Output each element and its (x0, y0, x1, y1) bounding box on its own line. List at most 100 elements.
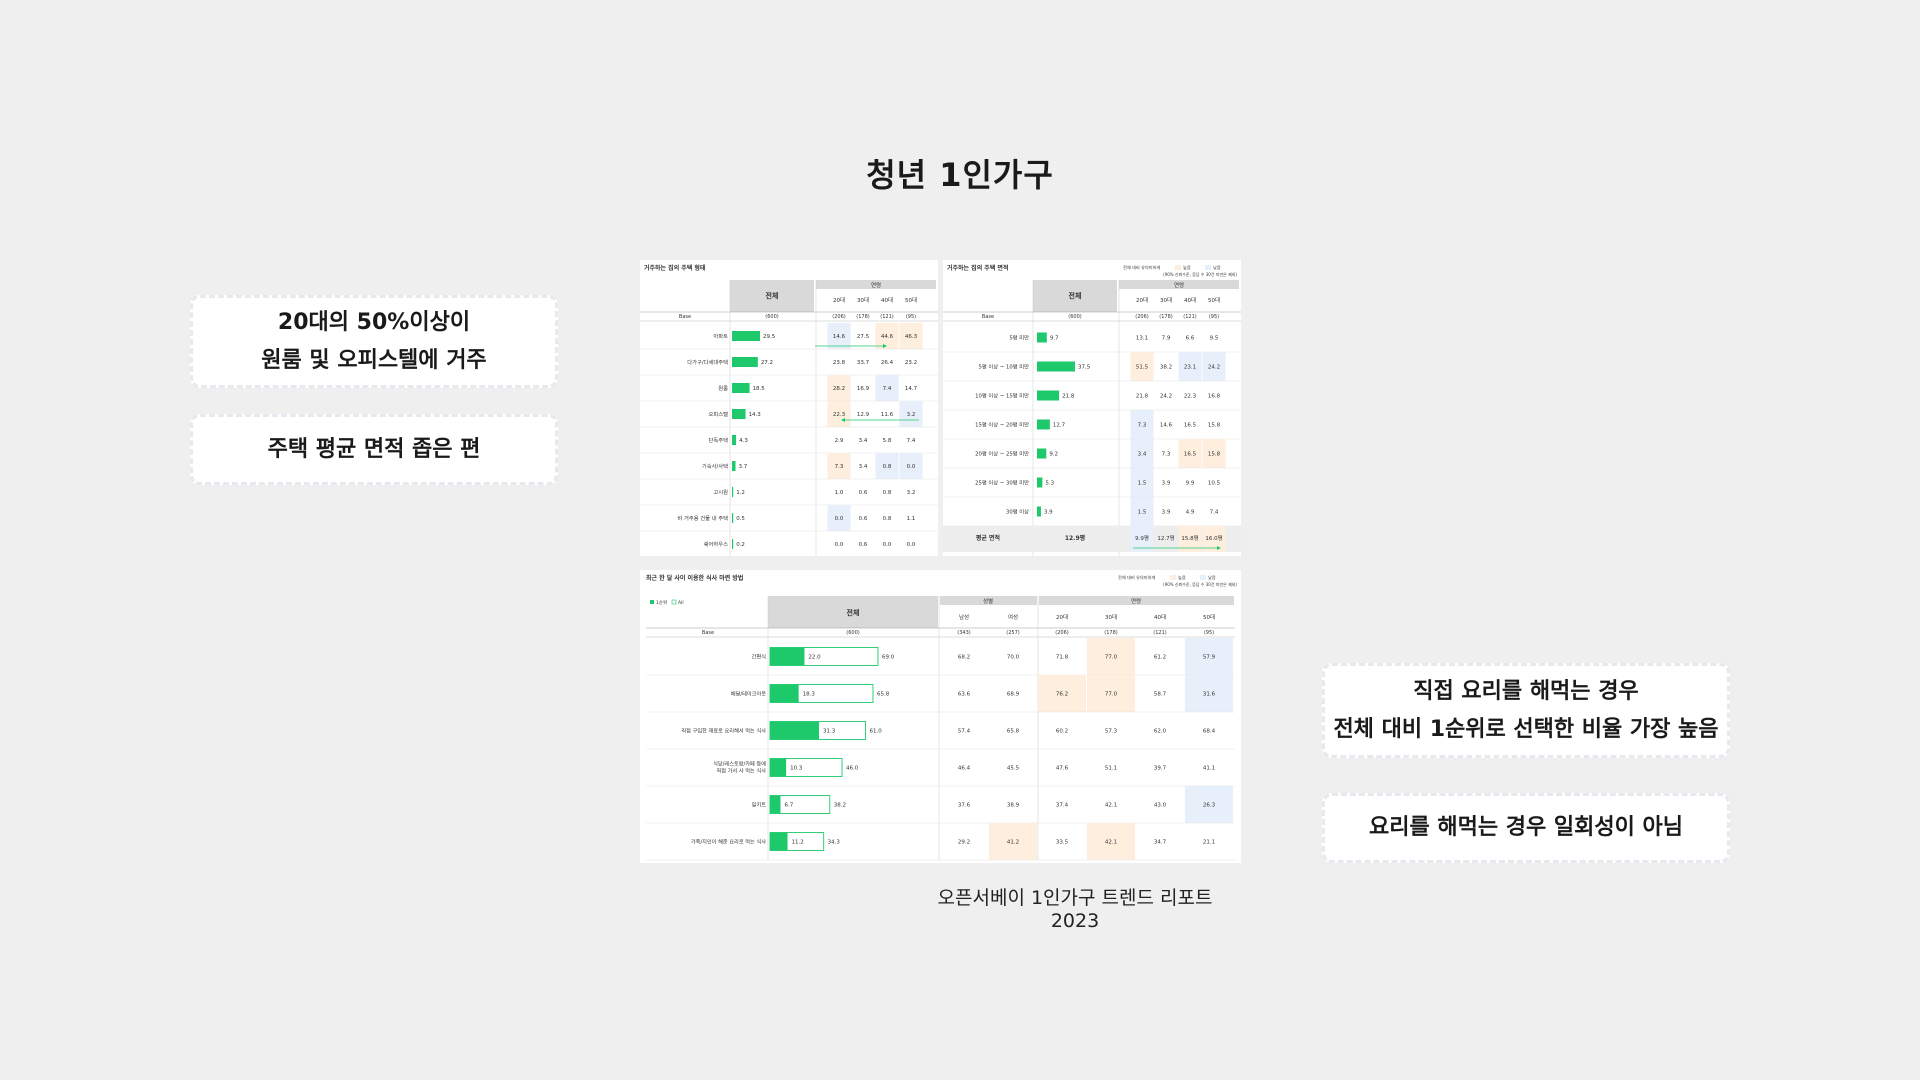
first-bar (770, 795, 781, 814)
cell-value: 27.5 (857, 334, 870, 340)
total-value: 0.2 (736, 542, 745, 548)
total-bar (732, 461, 736, 471)
cell-value: 28.2 (833, 386, 845, 392)
cell-value: 57.3 (1105, 729, 1118, 735)
base-value: (178) (1159, 314, 1172, 320)
age-header: 연령 (871, 281, 881, 289)
avg-value: 15.8평 (1181, 535, 1198, 542)
cell-value: 43.0 (1154, 803, 1167, 809)
row-label: 식당/레스토랑/카페 등에 (713, 760, 766, 768)
base-value: (95) (906, 314, 916, 320)
cell-value: 33.5 (1056, 840, 1069, 846)
total-header: 전체 (766, 291, 779, 300)
base-value: (206) (832, 314, 845, 320)
cell-value: 7.3 (1162, 452, 1171, 458)
base-value: (178) (856, 314, 869, 320)
all-value: 46.0 (846, 766, 859, 772)
caption-cooking-rank: 직접 요리를 해먹는 경우 전체 대비 1순위로 선택한 비율 가장 높음 (1322, 663, 1730, 758)
cell-value: 71.8 (1056, 655, 1069, 661)
avg-value: 12.7평 (1157, 535, 1174, 542)
table-title: 거주하는 집의 주택 면적 (947, 264, 1008, 272)
row-label: 15평 이상 ~ 20평 미만 (975, 421, 1029, 429)
age-header-bg (816, 280, 936, 289)
total-bar (1037, 477, 1043, 488)
sig-cell (827, 505, 851, 531)
first-value: 10.3 (790, 766, 803, 772)
cell-value: 3.2 (907, 412, 916, 418)
cell-value: 1.0 (835, 490, 844, 496)
cell-value: 0.0 (907, 542, 916, 548)
first-value: 11.2 (792, 840, 804, 846)
col-header-20대: 20대 (833, 296, 845, 304)
gender-header: 성별 (983, 597, 993, 605)
cell-value: 7.3 (835, 464, 844, 470)
row-label: 간편식 (752, 653, 767, 661)
col-header-20대: 20대 (1056, 613, 1068, 621)
cell-value: 16.9 (857, 386, 870, 392)
base-value: (206) (1055, 630, 1068, 636)
age-header: 연령 (1131, 597, 1141, 605)
cell-value: 22.3 (1184, 394, 1197, 400)
legend-first: 1순위 (656, 599, 667, 606)
cell-value: 3.2 (907, 490, 916, 496)
sig-cell (899, 453, 923, 479)
cell-value: 60.2 (1056, 729, 1068, 735)
row-label: 30평 이상 (1006, 508, 1029, 516)
cell-value: 14.6 (1160, 423, 1173, 429)
cell-value: 21.8 (1136, 394, 1149, 400)
cell-value: 0.0 (835, 516, 844, 522)
cell-value: 39.7 (1154, 766, 1167, 772)
cell-value: 1.1 (907, 516, 916, 522)
total-header: 전체 (1069, 291, 1082, 300)
cell-value: 13.1 (1136, 336, 1148, 342)
cell-value: 26.4 (881, 360, 894, 366)
first-bar (770, 684, 799, 703)
col-header-30대: 30대 (1105, 613, 1117, 621)
cell-value: 23.1 (1184, 365, 1196, 371)
sig-legend-label: 전체 대비 유의미하게 (1118, 574, 1155, 581)
housing-area-table: 전체 대비 유의미하게 높음 낮음 (90% 신뢰수준, 응답 수 30건 미만은 제… (943, 260, 1241, 556)
avg-value: 9.9평 (1135, 535, 1149, 542)
cell-value: 6.6 (1186, 336, 1195, 342)
sig-legend-high: 높음 (1178, 574, 1186, 580)
total-bar (1037, 390, 1060, 401)
total-header: 전체 (847, 608, 860, 617)
cell-value: 0.6 (859, 490, 868, 496)
age-header-bg (1039, 596, 1234, 605)
cell-value: 38.9 (1007, 803, 1020, 809)
total-value: 9.7 (1050, 336, 1059, 342)
sig-cell (1130, 497, 1154, 526)
first-value: 18.3 (803, 692, 816, 698)
first-bar (770, 832, 788, 851)
first-value: 6.7 (784, 803, 793, 809)
base-label: Base (702, 630, 714, 636)
cell-value: 7.4 (907, 438, 916, 444)
cell-value: 46.4 (958, 766, 971, 772)
base-value: (178) (1104, 630, 1117, 636)
avg-total: 12.9평 (1065, 534, 1085, 542)
cell-value: 23.8 (833, 360, 846, 366)
col-header-20대: 20대 (1136, 296, 1148, 304)
cell-value: 3.4 (859, 438, 868, 444)
row-label: 고시원 (713, 488, 728, 496)
sig-cell (827, 453, 851, 479)
cell-value: 63.6 (958, 692, 971, 698)
cell-value: 0.6 (859, 542, 868, 548)
cell-value: 29.2 (958, 840, 970, 846)
sig-cell (1087, 823, 1135, 860)
all-value: 61.0 (869, 729, 882, 735)
page-title: 청년 1인가구 (866, 156, 1054, 194)
sig-cell (1087, 675, 1135, 712)
cell-value: 0.0 (907, 464, 916, 470)
cell-value: 51.5 (1136, 365, 1149, 371)
table-title: 거주하는 집의 주택 형태 (644, 264, 706, 272)
age-header-bg (1119, 280, 1239, 289)
housing-type-table: 거주하는 집의 주택 형태 전체 연령 20대 30대 40대 50대 Base (600) (2… (640, 260, 938, 556)
col-header-40대: 40대 (1154, 613, 1166, 621)
cell-value: 7.4 (1210, 510, 1219, 516)
first-value: 22.0 (808, 655, 821, 661)
sig-cell (875, 375, 899, 401)
sig-low-swatch (1200, 575, 1206, 580)
avg-label: 평균 면적 (976, 534, 1000, 542)
